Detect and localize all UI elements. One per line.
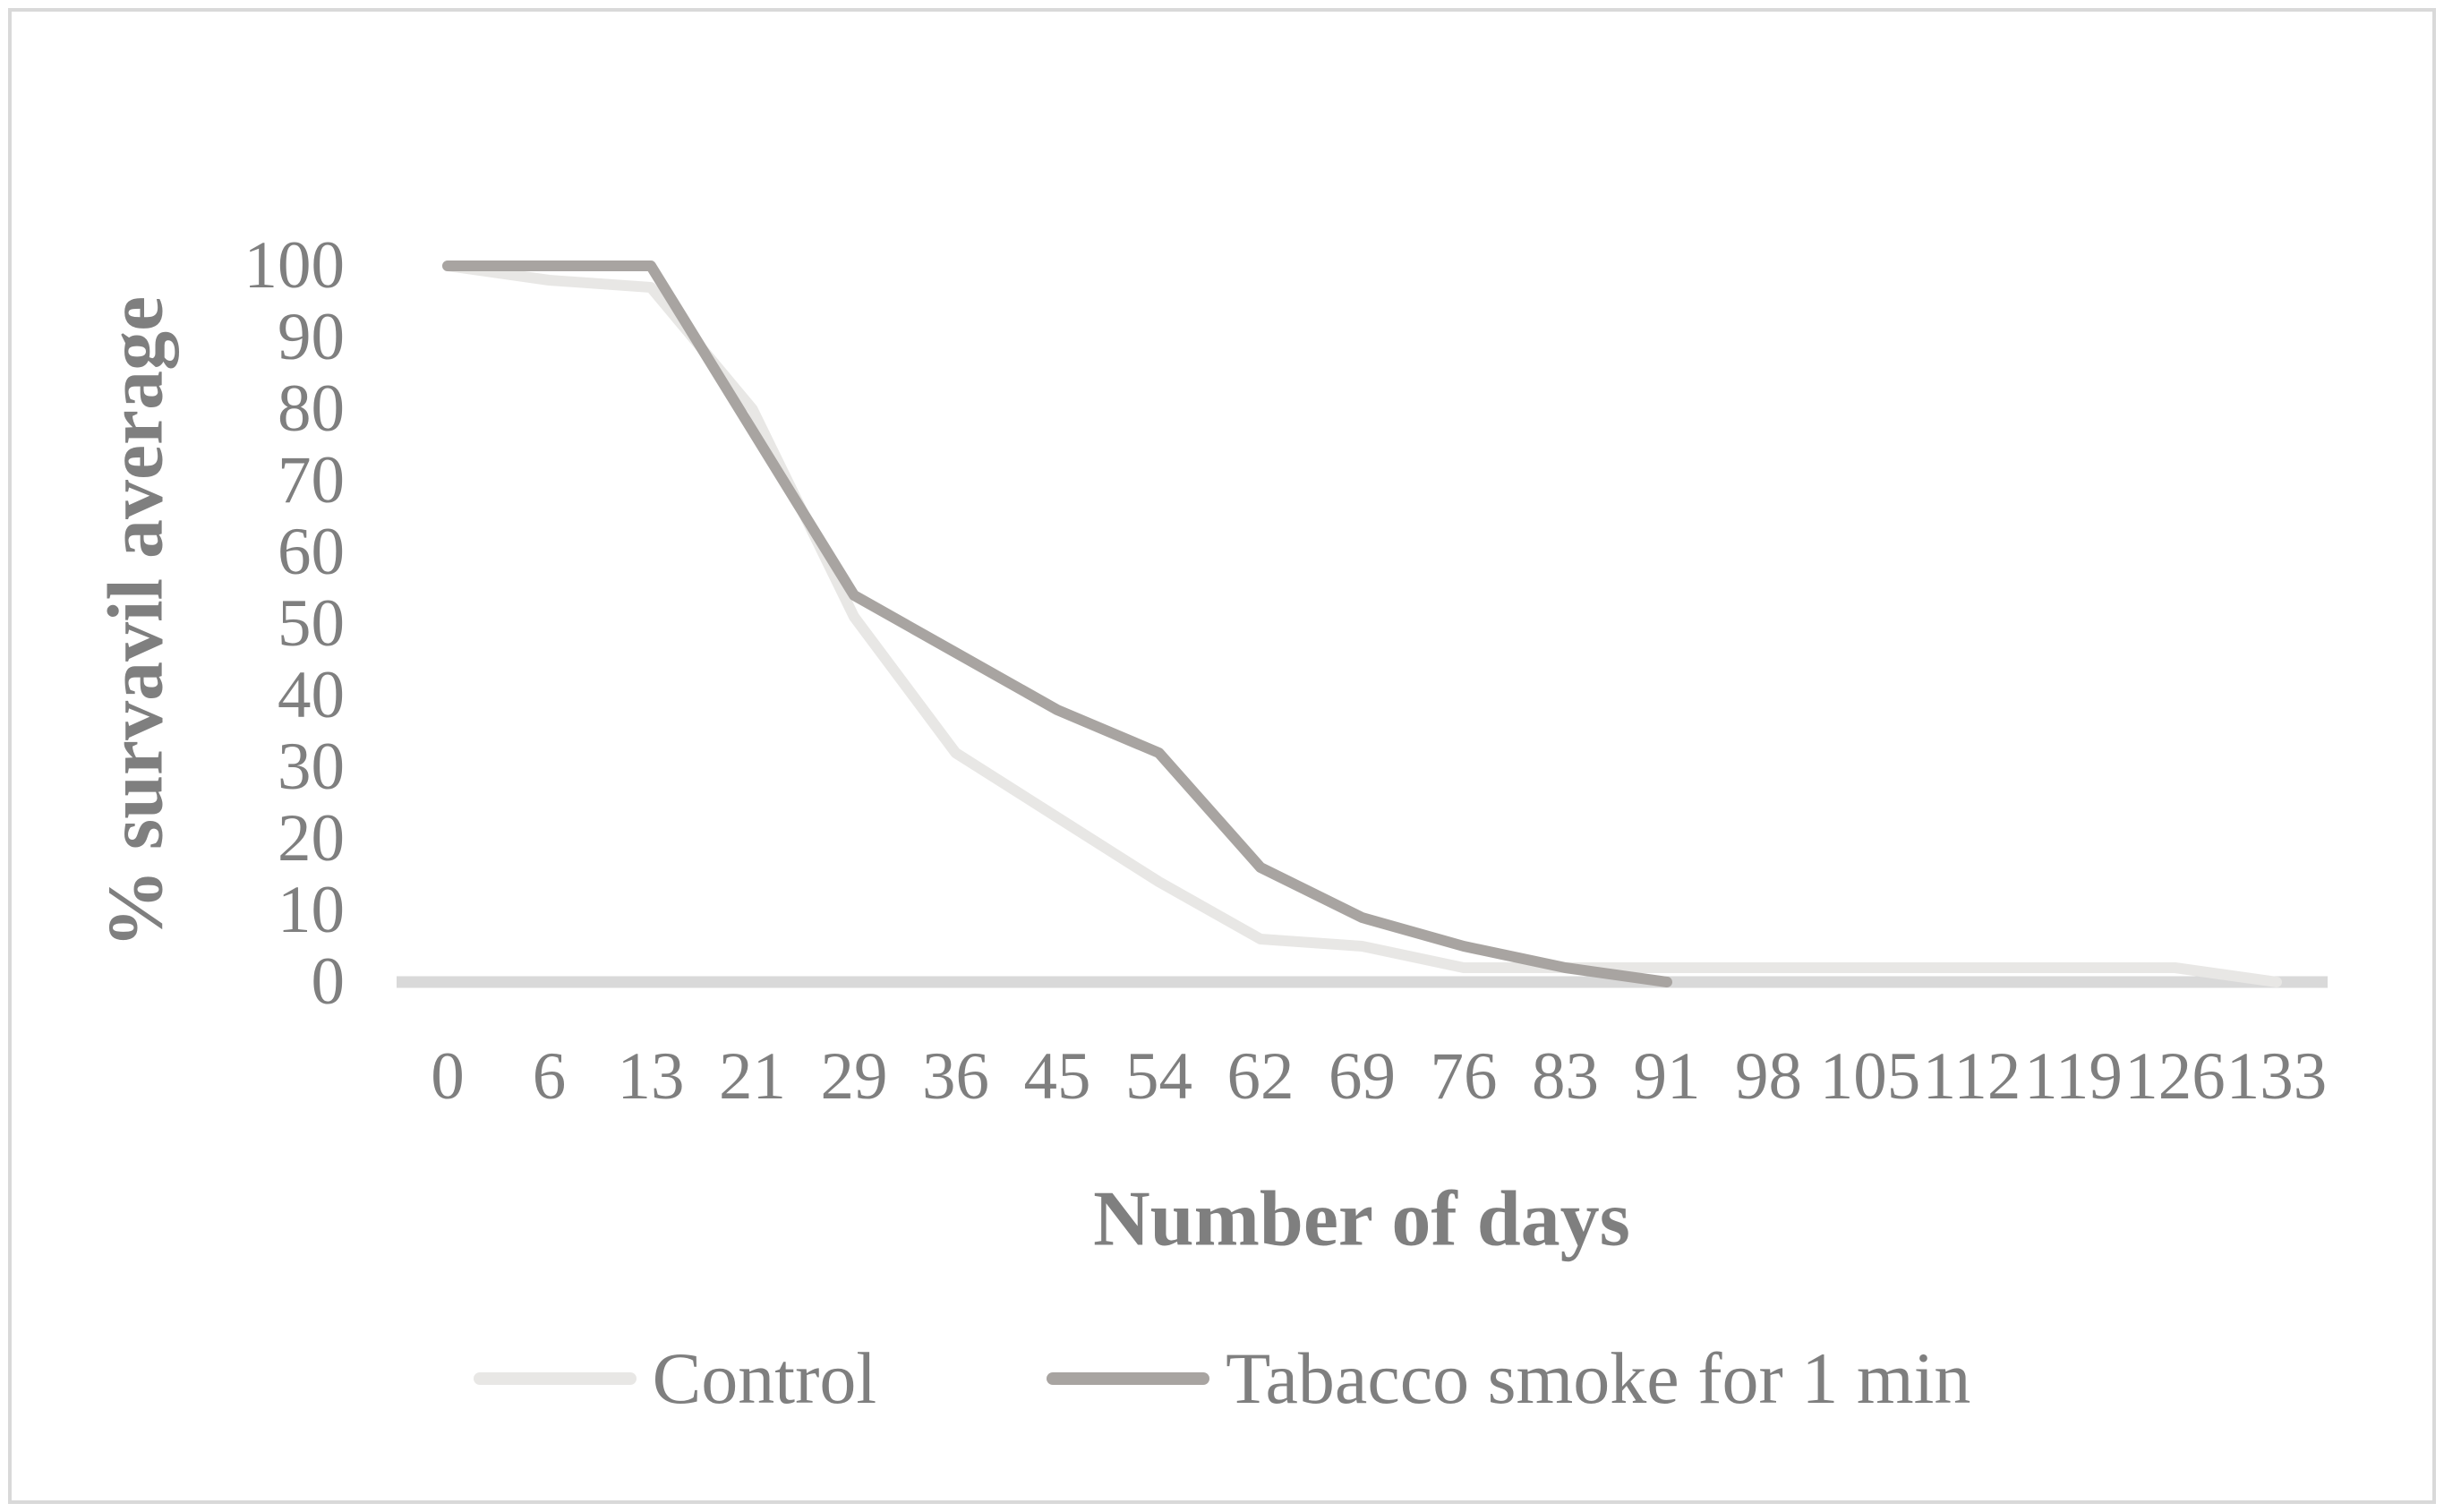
- x-tick-label: 21: [719, 1039, 786, 1114]
- y-axis-title: % survavil average: [92, 295, 180, 949]
- tobacco-smoke-line-swatch: [1047, 1372, 1210, 1385]
- x-tick-label: 62: [1226, 1039, 1295, 1114]
- y-tick-label: 80: [278, 372, 345, 446]
- legend-label-tobacco-smoke: Tabacco smoke for 1 min: [1226, 1337, 1971, 1419]
- x-tick-label: 54: [1125, 1039, 1192, 1114]
- y-tick-label: 30: [278, 730, 345, 804]
- y-tick-label: 90: [278, 300, 345, 374]
- x-tick-label: 133: [2226, 1039, 2328, 1114]
- series-line-0: [442, 261, 2282, 987]
- x-tick-label: 36: [922, 1039, 989, 1114]
- y-tick-label: 50: [278, 586, 345, 661]
- legend-item-tobacco-smoke: Tabacco smoke for 1 min: [1047, 1337, 1970, 1421]
- x-tick-label: 29: [820, 1039, 888, 1114]
- legend: Control Tabacco smoke for 1 min: [0, 1336, 2444, 1422]
- x-tick-label: 98: [1735, 1039, 1802, 1114]
- y-tick-label: 20: [278, 801, 345, 876]
- x-tick-label: 91: [1633, 1039, 1701, 1114]
- y-tick-label: 70: [278, 443, 345, 517]
- control-line-swatch: [473, 1372, 637, 1385]
- x-tick-label: 45: [1023, 1039, 1091, 1114]
- series-line-1: [442, 261, 1672, 987]
- x-tick-label: 0: [431, 1039, 465, 1114]
- x-tick-label: 83: [1532, 1039, 1599, 1114]
- y-tick-label: 60: [278, 515, 345, 589]
- legend-item-control: Control: [473, 1337, 877, 1421]
- x-tick-label: 76: [1430, 1039, 1498, 1114]
- x-tick-label: 13: [617, 1039, 685, 1114]
- legend-label-control: Control: [652, 1337, 877, 1419]
- x-tick-label: 119: [2024, 1039, 2123, 1114]
- x-tick-label: 126: [2124, 1039, 2226, 1114]
- x-tick-label: 105: [1819, 1039, 1921, 1114]
- x-tick-label: 6: [532, 1039, 567, 1114]
- x-tick-label: 69: [1329, 1039, 1396, 1114]
- y-tick-label: 10: [278, 873, 345, 947]
- x-axis-title: Number of days: [1093, 1175, 1630, 1263]
- x-tick-label: 112: [1922, 1039, 2021, 1114]
- y-tick-label: 100: [244, 228, 346, 303]
- y-tick-label: 40: [278, 658, 345, 732]
- y-tick-label: 0: [311, 944, 346, 1019]
